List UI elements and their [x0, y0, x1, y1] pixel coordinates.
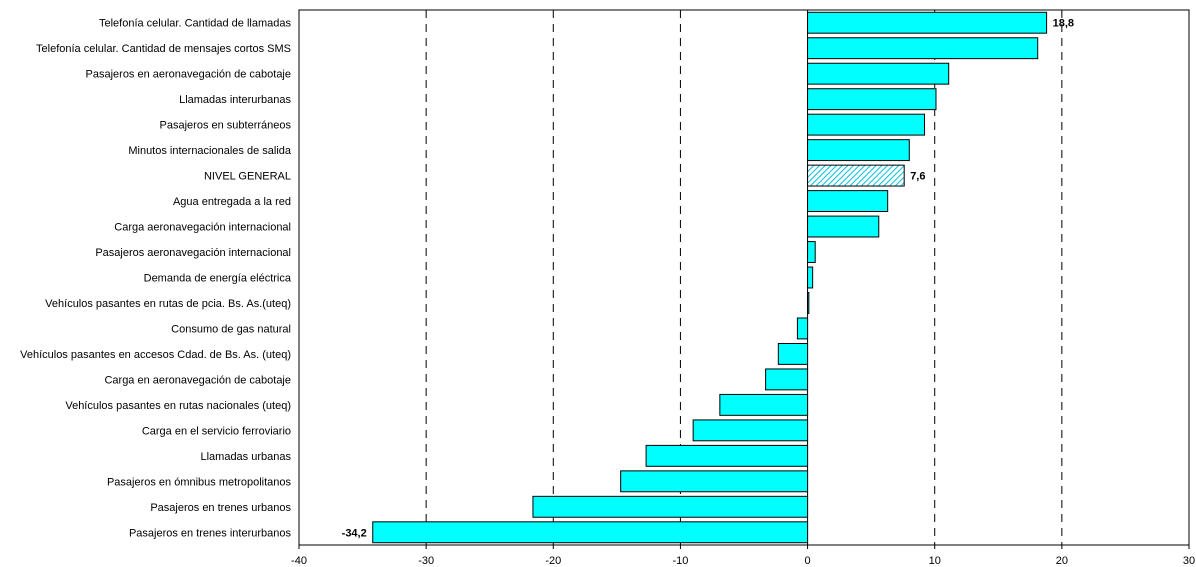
- bar: [692, 419, 809, 442]
- bar: [807, 266, 814, 289]
- category-label: Telefonía celular. Cantidad de mensajes …: [36, 43, 291, 55]
- bar: [807, 139, 910, 162]
- data-label: -34,2: [342, 527, 367, 539]
- x-tick-label: -30: [418, 555, 434, 567]
- x-tick-label: -40: [291, 555, 307, 567]
- category-labels: Telefonía celular. Cantidad de llamadas T…: [20, 18, 292, 540]
- x-tick-label: 0: [805, 555, 811, 567]
- plot-area: [298, 9, 1190, 546]
- bar-highlight: [807, 164, 905, 187]
- data-labels: 18,8 7,6 -34,2: [342, 18, 1074, 540]
- category-label: Telefonía celular. Cantidad de llamadas: [99, 18, 292, 30]
- category-label: Vehículos pasantes en rutas de pcia. Bs.…: [45, 298, 291, 310]
- category-label: Consumo de gas natural: [171, 323, 291, 335]
- bar: [807, 292, 810, 314]
- bar: [807, 88, 937, 111]
- bar: [807, 37, 1039, 60]
- category-label: Llamadas interurbanas: [179, 94, 291, 106]
- data-label: 18,8: [1053, 18, 1074, 30]
- category-label: Demanda de energía eléctrica: [144, 273, 292, 285]
- category-label: Carga aeronavegación internacional: [114, 222, 291, 234]
- bar: [807, 62, 950, 85]
- category-label: Pasajeros en ómnibus metropolitanos: [107, 476, 292, 488]
- category-label: Pasajeros en trenes interurbanos: [129, 527, 292, 539]
- category-label: Minutos internacionales de salida: [128, 145, 292, 157]
- category-label: Pasajeros en aeronavegación de cabotaje: [86, 69, 291, 81]
- x-tick-label: -10: [672, 555, 688, 567]
- bar: [796, 317, 809, 340]
- category-label: Carga en aeronavegación de cabotaje: [104, 374, 291, 386]
- bar: [532, 495, 809, 518]
- category-label: Carga en el servicio ferroviario: [142, 425, 291, 437]
- bar: [807, 215, 880, 238]
- category-label: Agua entregada a la red: [173, 196, 291, 208]
- bar: [807, 241, 816, 263]
- x-tick-label: -20: [545, 555, 561, 567]
- bar: [807, 190, 889, 213]
- bar: [620, 470, 809, 493]
- bar: [645, 444, 809, 467]
- x-tick-label: 20: [1056, 555, 1068, 567]
- category-label: Llamadas urbanas: [200, 451, 291, 463]
- x-tick-label: 10: [929, 555, 941, 567]
- bar: [807, 113, 926, 136]
- category-label: Pasajeros en subterráneos: [160, 120, 292, 132]
- data-label: 7,6: [910, 171, 925, 183]
- category-label: Pasajeros aeronavegación internacional: [95, 247, 291, 259]
- bar: [719, 393, 809, 416]
- bar: [807, 11, 1048, 34]
- x-tick-label: 30: [1183, 555, 1195, 567]
- bar: [372, 521, 809, 544]
- category-label: Pasajeros en trenes urbanos: [150, 502, 291, 514]
- category-label: Vehículos pasantes en accesos Cdad. de B…: [20, 349, 291, 361]
- category-label: Vehículos pasantes en rutas nacionales (…: [65, 400, 291, 412]
- bar: [777, 342, 809, 365]
- category-label: NIVEL GENERAL: [204, 171, 291, 183]
- x-axis-ticks: -40 -30 -20 -10 0 10 20 30: [291, 545, 1195, 567]
- bars: [372, 11, 1048, 544]
- bar: [765, 368, 809, 391]
